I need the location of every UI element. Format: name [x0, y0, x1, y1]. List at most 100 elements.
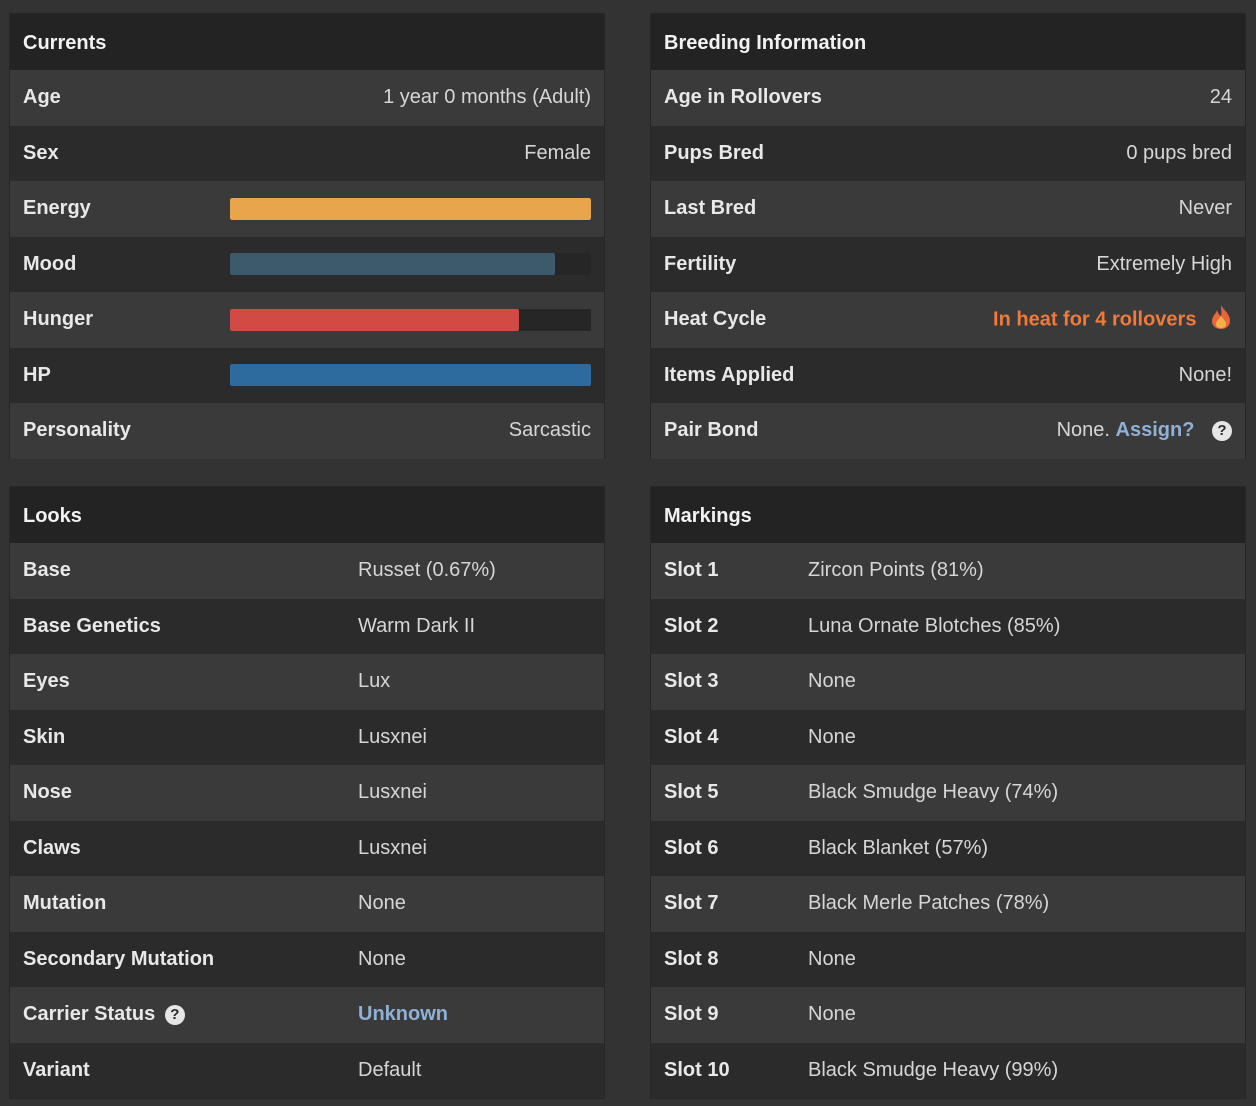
- mood-bar: [230, 253, 591, 276]
- marking-slot-row: Slot 9 None: [651, 987, 1245, 1043]
- marking-slot-row: Slot 5 Black Smudge Heavy (74%): [651, 765, 1245, 821]
- question-circle-icon[interactable]: ?: [1212, 420, 1232, 441]
- marking-slot-value: Black Smudge Heavy (99%): [808, 1058, 1059, 1081]
- marking-slot-value: Black Blanket (57%): [808, 836, 989, 859]
- age-value: 1 year 0 months (Adult): [383, 86, 591, 109]
- carrier-status-label: Carrier Status ?: [23, 1003, 185, 1026]
- looks-row: Nose Lusxnei: [10, 765, 604, 821]
- looks-row-value: Russet (0.67%): [358, 559, 496, 582]
- markings-panel: Markings Slot 1 Zircon Points (81%) Slot…: [651, 487, 1245, 1098]
- currents-panel: Currents Age 1 year 0 months (Adult) Sex…: [10, 14, 604, 459]
- hunger-bar: [230, 308, 591, 331]
- energy-bar-fill: [230, 197, 591, 220]
- marking-slot-row: Slot 6 Black Blanket (57%): [651, 820, 1245, 876]
- hunger-label: Hunger: [23, 308, 93, 331]
- marking-slot-label: Slot 7: [664, 892, 719, 915]
- items-applied-row: Items Applied None!: [651, 347, 1245, 403]
- breeding-row-label: Age in Rollovers: [664, 86, 822, 109]
- carrier-status-row: Carrier Status ? Unknown: [10, 987, 604, 1043]
- looks-title: Looks: [10, 487, 604, 543]
- energy-bar: [230, 197, 591, 220]
- looks-row-value: Lusxnei: [358, 725, 427, 748]
- marking-slot-label: Slot 5: [664, 781, 719, 804]
- heat-cycle-label: Heat Cycle: [664, 308, 767, 331]
- markings-title: Markings: [651, 487, 1245, 543]
- pair-bond-label: Pair Bond: [664, 419, 759, 442]
- marking-slot-value: Black Merle Patches (78%): [808, 892, 1050, 915]
- heat-cycle-value: In heat for 4 rollovers: [993, 304, 1232, 336]
- marking-slot-label: Slot 2: [664, 614, 719, 637]
- age-row: Age 1 year 0 months (Adult): [10, 70, 604, 126]
- looks-row-label: Skin: [23, 725, 66, 748]
- sex-row: Sex Female: [10, 125, 604, 181]
- hp-label: HP: [23, 363, 51, 386]
- marking-slot-label: Slot 6: [664, 836, 719, 859]
- looks-row: Skin Lusxnei: [10, 709, 604, 765]
- heat-cycle-text: In heat for 4 rollovers: [993, 308, 1197, 331]
- looks-row-label: Eyes: [23, 670, 70, 693]
- marking-slot-row: Slot 10 Black Smudge Heavy (99%): [651, 1042, 1245, 1098]
- marking-slot-value: Black Smudge Heavy (74%): [808, 781, 1059, 804]
- marking-slot-value: Zircon Points (81%): [808, 559, 984, 582]
- breeding-panel: Breeding Information Age in Rollovers 24…: [651, 14, 1245, 459]
- marking-slot-label: Slot 10: [664, 1058, 730, 1081]
- hunger-row: Hunger: [10, 292, 604, 348]
- marking-slot-row: Slot 4 None: [651, 709, 1245, 765]
- breeding-row-value: Extremely High: [1096, 252, 1232, 275]
- marking-slot-row: Slot 3 None: [651, 654, 1245, 710]
- looks-row-label: Secondary Mutation: [23, 947, 215, 970]
- pair-bond-value: None. Assign? ?: [1057, 419, 1232, 442]
- personality-row: Personality Sarcastic: [10, 403, 604, 459]
- carrier-status-value[interactable]: Unknown: [358, 1003, 448, 1026]
- assign-link[interactable]: Assign?: [1115, 419, 1195, 442]
- looks-row: Eyes Lux: [10, 654, 604, 710]
- looks-row-value: Warm Dark II: [358, 614, 476, 637]
- breeding-title: Breeding Information: [651, 14, 1245, 70]
- mood-row: Mood: [10, 236, 604, 292]
- hp-bar: [230, 364, 591, 387]
- variant-label: Variant: [23, 1058, 90, 1081]
- breeding-row-label: Last Bred: [664, 197, 757, 220]
- looks-panel: Looks Base Russet (0.67%) Base Genetics …: [10, 487, 604, 1098]
- marking-slot-row: Slot 2 Luna Ornate Blotches (85%): [651, 598, 1245, 654]
- hunger-bar-fill: [230, 308, 519, 331]
- variant-value: Default: [358, 1058, 422, 1081]
- question-circle-icon[interactable]: ?: [164, 1004, 185, 1025]
- looks-row: Mutation None: [10, 876, 604, 932]
- looks-row-value: Lux: [358, 670, 391, 693]
- variant-row: Variant Default: [10, 1042, 604, 1098]
- breeding-row: Last Bred Never: [651, 181, 1245, 237]
- currents-title: Currents: [10, 14, 604, 70]
- breeding-row: Fertility Extremely High: [651, 236, 1245, 292]
- personality-value: Sarcastic: [508, 419, 591, 442]
- heat-cycle-row: Heat Cycle In heat for 4 rollovers: [651, 292, 1245, 348]
- breeding-row-label: Fertility: [664, 252, 737, 275]
- mood-bar-fill: [230, 253, 555, 276]
- looks-row-value: None: [358, 947, 406, 970]
- marking-slot-value: None: [808, 947, 856, 970]
- marking-slot-row: Slot 8 None: [651, 931, 1245, 987]
- marking-slot-label: Slot 4: [664, 725, 719, 748]
- marking-slot-value: None: [808, 725, 856, 748]
- energy-row: Energy: [10, 181, 604, 237]
- age-label: Age: [23, 86, 61, 109]
- looks-row: Claws Lusxnei: [10, 820, 604, 876]
- pair-bond-text: None.: [1056, 419, 1110, 442]
- sex-label: Sex: [23, 141, 59, 164]
- marking-slot-value: None: [808, 670, 856, 693]
- flame-icon: [1210, 304, 1232, 336]
- marking-slot-label: Slot 8: [664, 947, 719, 970]
- breeding-row-value: 24: [1209, 86, 1232, 109]
- marking-slot-row: Slot 1 Zircon Points (81%): [651, 543, 1245, 599]
- marking-slot-label: Slot 9: [664, 1003, 719, 1026]
- items-applied-label: Items Applied: [664, 363, 795, 386]
- marking-slot-row: Slot 7 Black Merle Patches (78%): [651, 876, 1245, 932]
- breeding-row: Pups Bred 0 pups bred: [651, 125, 1245, 181]
- breeding-row-label: Pups Bred: [664, 141, 765, 164]
- breeding-row-value: 0 pups bred: [1126, 141, 1232, 164]
- breeding-row: Age in Rollovers 24: [651, 70, 1245, 126]
- personality-label: Personality: [23, 419, 131, 442]
- carrier-status-text: Carrier Status: [23, 1003, 156, 1026]
- looks-row: Secondary Mutation None: [10, 931, 604, 987]
- marking-slot-value: Luna Ornate Blotches (85%): [808, 614, 1061, 637]
